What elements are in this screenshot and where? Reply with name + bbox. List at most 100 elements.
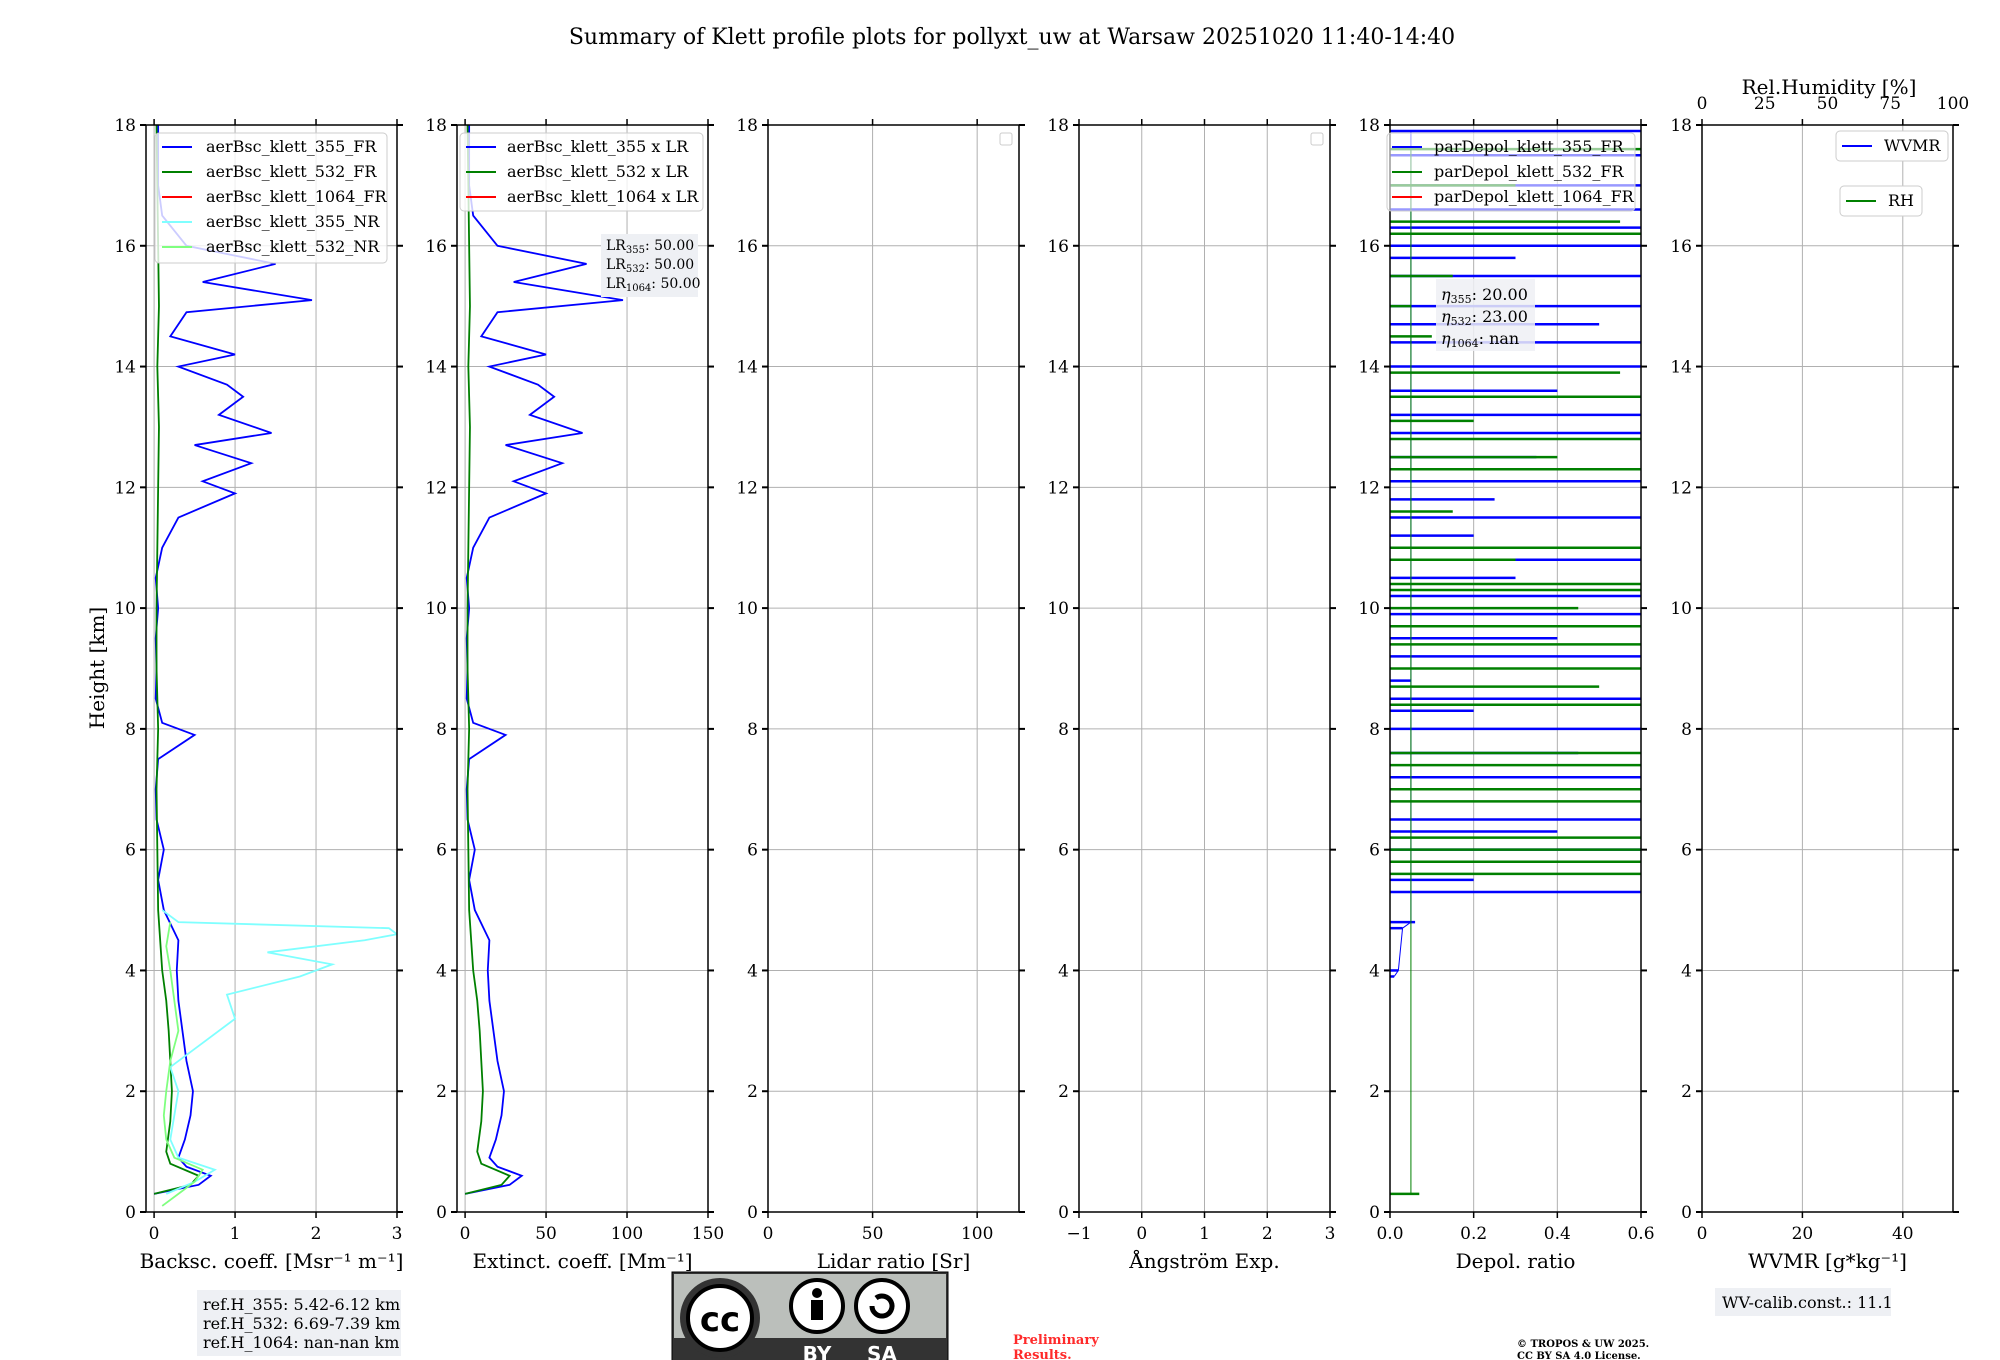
x-tick-label: 40	[1892, 1224, 1914, 1244]
y-tick-label: 16	[1358, 237, 1380, 257]
panel-lidar_ratio: 0 50 100 0 2 4 6 8 10 12 14 16 18 Lidar ratio [Sr]	[736, 116, 1025, 1273]
y-tick-label: 8	[1681, 720, 1692, 740]
rh-tick-label: 25	[1754, 94, 1776, 114]
depol-legend: parDepol_klett_355_FR parDepol_klett_532…	[1386, 132, 1636, 212]
y-tick-label: 4	[436, 961, 447, 981]
y-tick-label: 12	[1358, 478, 1380, 498]
x-tick-label: −1	[1066, 1224, 1091, 1244]
legend-label: aerBsc_klett_355 x LR	[507, 137, 689, 156]
y-tick-label: 4	[1681, 961, 1692, 981]
y-tick-label: 14	[1358, 358, 1380, 378]
x-axis-label: WVMR [g*kg⁻¹]	[1748, 1249, 1907, 1273]
svg-text:η355: 20.00: η355: 20.00	[1441, 285, 1528, 306]
preliminary-note: Results.	[1013, 1348, 1072, 1360]
x-axis-label: Backsc. coeff. [Msr⁻¹ m⁻¹]	[140, 1249, 404, 1273]
y-tick-label: 14	[1047, 358, 1069, 378]
x-tick-label: 0.0	[1376, 1224, 1403, 1244]
svg-text:LR532: 50.00: LR532: 50.00	[606, 257, 694, 275]
y-tick-label: 18	[1670, 116, 1692, 136]
x-axis-label: Extinct. coeff. [Mm⁻¹]	[472, 1249, 692, 1273]
y-tick-label: 4	[1058, 961, 1069, 981]
rh-axis-label: Rel.Humidity [%]	[1742, 75, 1917, 99]
y-tick-label: 16	[1670, 237, 1692, 257]
extinction-legend: aerBsc_klett_355 x LR aerBsc_klett_532 x…	[459, 132, 704, 212]
figure-title: Summary of Klett profile plots for polly…	[569, 25, 1455, 50]
y-tick-label: 0	[1369, 1203, 1380, 1223]
legend-label: aerBsc_klett_532 x LR	[507, 162, 689, 181]
y-tick-label: 4	[125, 961, 136, 981]
x-tick-label: 3	[1325, 1224, 1336, 1244]
x-tick-label: 0	[460, 1224, 471, 1244]
panel-wvmr: 0 20 40 0 2 4 6 8 10 12 14 16 18 WVMR [g*kg⁻¹] 0 25 50 75…	[1670, 94, 1969, 1273]
x-tick-label: 2	[311, 1224, 322, 1244]
x-tick-label: 100	[961, 1224, 993, 1244]
y-tick-label: 18	[1047, 116, 1069, 136]
y-tick-label: 14	[114, 358, 136, 378]
y-tick-label: 18	[1358, 116, 1380, 136]
y-tick-label: 6	[747, 841, 758, 861]
y-tick-label: 16	[736, 237, 758, 257]
y-tick-label: 6	[125, 841, 136, 861]
x-tick-label: 0.2	[1460, 1224, 1487, 1244]
svg-text:BY: BY	[803, 1342, 832, 1360]
y-tick-label: 6	[1681, 841, 1692, 861]
axes-frame	[1701, 124, 1954, 1213]
rh-tick-label: 0	[1697, 94, 1708, 114]
x-tick-label: 1	[230, 1224, 241, 1244]
y-tick-label: 0	[436, 1203, 447, 1223]
y-tick-label: 2	[747, 1082, 758, 1102]
x-tick-label: 20	[1792, 1224, 1814, 1244]
y-tick-label: 10	[425, 599, 447, 619]
y-tick-label: 2	[1058, 1082, 1069, 1102]
series-aerBsc_klett_532_FR	[464, 125, 512, 1195]
y-tick-label: 16	[1047, 237, 1069, 257]
rh-tick-label: 75	[1879, 94, 1901, 114]
y-tick-label: 18	[736, 116, 758, 136]
wv-calib-box: WV-calib.const.: 11.1	[1715, 1288, 1893, 1316]
series-group	[464, 125, 624, 1195]
y-tick-label: 16	[114, 237, 136, 257]
y-tick-label: 14	[1670, 358, 1692, 378]
y-tick-label: 2	[436, 1082, 447, 1102]
x-tick-label: 150	[692, 1224, 724, 1244]
legend-label: aerBsc_klett_532_FR	[206, 162, 377, 181]
legend-label: WVMR	[1884, 136, 1941, 155]
wvmr-legend: WVMR	[1835, 130, 1949, 162]
axes-frame	[1078, 124, 1331, 1213]
axes-frame	[767, 124, 1020, 1213]
y-tick-label: 10	[114, 599, 136, 619]
legend-label: RH	[1888, 191, 1914, 210]
svg-text:SA: SA	[867, 1342, 897, 1360]
y-tick-label: 8	[436, 720, 447, 740]
x-axis-label: Ångström Exp.	[1128, 1248, 1279, 1273]
y-tick-label: 4	[1369, 961, 1380, 981]
y-tick-label: 12	[114, 478, 136, 498]
y-tick-label: 8	[747, 720, 758, 740]
x-tick-label: 50	[862, 1224, 884, 1244]
y-tick-label: 0	[125, 1203, 136, 1223]
cc-by-sa-logo: cc BY SA	[671, 1271, 949, 1360]
y-tick-label: 18	[114, 116, 136, 136]
y-tick-label: 0	[1058, 1203, 1069, 1223]
series-aerBsc_klett_355_NR	[161, 909, 397, 1195]
svg-text:cc: cc	[700, 1300, 740, 1340]
y-tick-label: 2	[1681, 1082, 1692, 1102]
y-tick-label: 8	[125, 720, 136, 740]
series-aerBsc_klett_532_FR	[153, 125, 201, 1195]
y-tick-label: 18	[425, 116, 447, 136]
x-axis-label: Depol. ratio	[1456, 1249, 1576, 1273]
legend-label: aerBsc_klett_1064_FR	[206, 187, 388, 206]
y-tick-label: 12	[425, 478, 447, 498]
y-tick-label: 6	[1369, 841, 1380, 861]
x-tick-label: 1	[1199, 1224, 1210, 1244]
empty-legend	[999, 132, 1013, 146]
series-aerBsc_klett_532_NR	[161, 921, 205, 1207]
svg-text:ref.H_1064: nan-nan km: ref.H_1064: nan-nan km	[203, 1333, 399, 1352]
legend-label: aerBsc_klett_355_NR	[206, 212, 380, 231]
x-tick-label: 0.4	[1544, 1224, 1571, 1244]
x-tick-label: 2	[1262, 1224, 1273, 1244]
backscatter-legend: aerBsc_klett_355_FR aerBsc_klett_532_FR …	[154, 132, 388, 264]
y-tick-label: 6	[1058, 841, 1069, 861]
